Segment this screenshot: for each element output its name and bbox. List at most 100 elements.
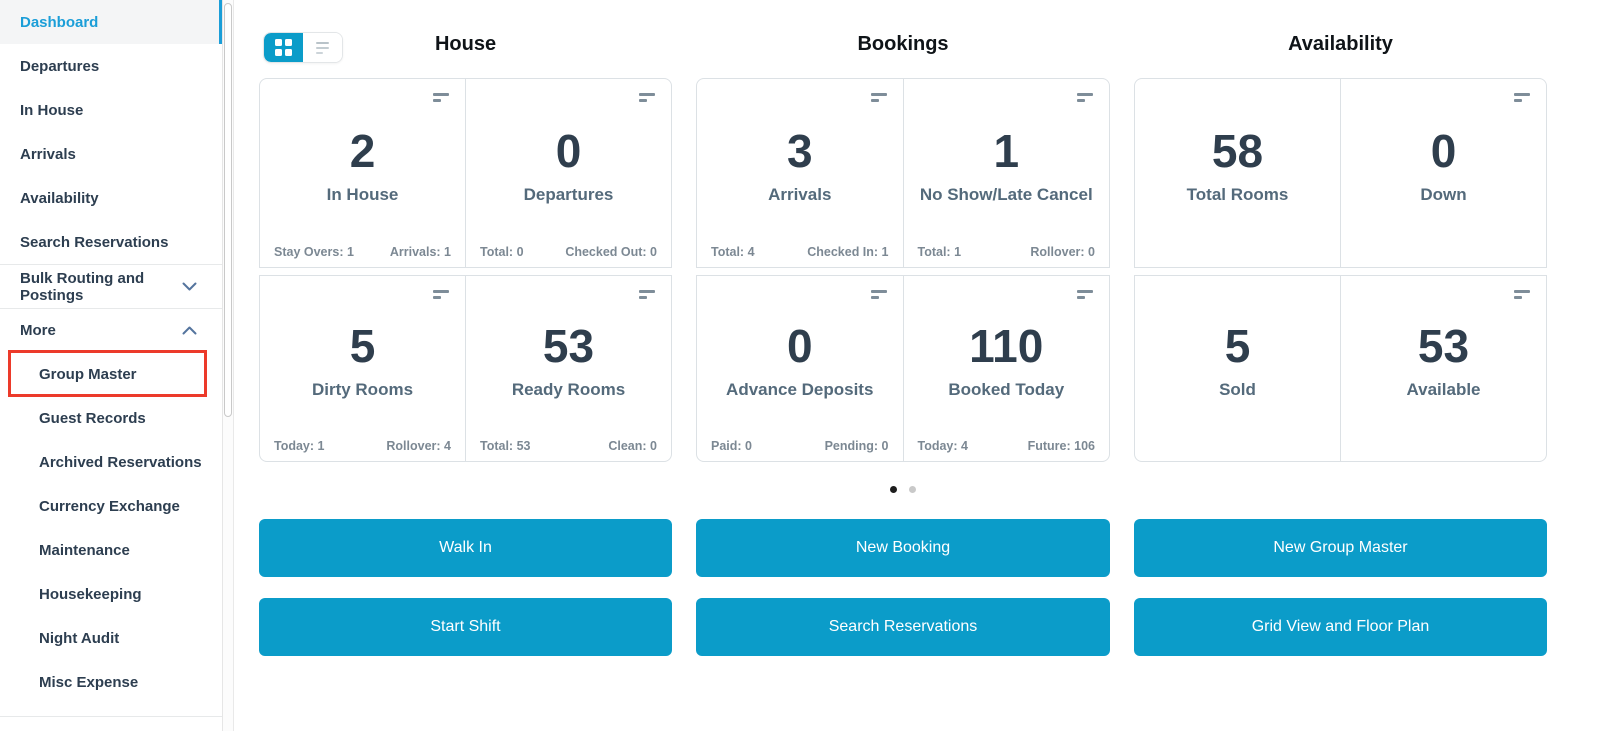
carousel-dot-2[interactable] (909, 486, 917, 494)
stat-label: Sold (1219, 380, 1256, 399)
stat-value: 5 (349, 320, 376, 372)
stat-card-booked-today[interactable]: 110 Booked Today Today: 4 Future: 106 (902, 276, 1110, 461)
menu-lines-icon[interactable] (433, 93, 449, 102)
menu-lines-icon[interactable] (639, 93, 655, 102)
carousel-dot-1[interactable] (889, 486, 897, 494)
section-title-bookings: Bookings (857, 33, 949, 55)
sidebar-item-maintenance[interactable]: Maintenance (0, 528, 223, 572)
search-reservations-button[interactable]: Search Reservations (696, 598, 1110, 656)
stat-footer-left: Total: 0 (480, 245, 524, 259)
start-shift-button[interactable]: Start Shift (259, 598, 672, 656)
sidebar-item-availability[interactable]: Availability (0, 176, 223, 220)
grid-view-icon (275, 39, 292, 56)
sidebar-item-search-reservations[interactable]: Search Reservations (0, 220, 223, 264)
scrollbar-thumb[interactable] (224, 3, 232, 417)
stat-value: 0 (555, 124, 582, 177)
sidebar-item-misc-expense[interactable]: Misc Expense (0, 660, 223, 704)
stat-value: 53 (542, 320, 595, 372)
menu-lines-icon[interactable] (1077, 290, 1093, 299)
stat-footer-right: Checked Out: 0 (565, 245, 657, 259)
menu-lines-icon[interactable] (870, 93, 887, 102)
stat-footer-right: Future: 106 (1027, 439, 1095, 453)
sidebar-item-night-audit[interactable]: Night Audit (0, 616, 223, 660)
sidebar-item-label: Currency Exchange (39, 497, 180, 515)
stat-value: 53 (1417, 320, 1470, 372)
new-group-master-button[interactable]: New Group Master (1134, 519, 1547, 577)
stat-footer-right: Clean: 0 (608, 439, 657, 453)
stat-card-in-house[interactable]: 2 In House Stay Overs: 1 Arrivals: 1 (260, 79, 465, 267)
sidebar-item-label: In House (20, 101, 84, 119)
menu-lines-icon[interactable] (1077, 93, 1093, 102)
sidebar-item-label: Night Audit (39, 629, 120, 647)
sidebar-item-bulk-routing-and-postings[interactable]: Bulk Routing and Postings (0, 264, 223, 308)
stat-value: 58 (1211, 124, 1264, 177)
sidebar-item-currency-exchange[interactable]: Currency Exchange (0, 484, 223, 528)
stat-card-arrivals[interactable]: 3 Arrivals Total: 4 Checked In: 1 (697, 79, 903, 267)
stat-card-total-rooms[interactable]: 58 Total Rooms (1135, 79, 1340, 267)
stat-card-available[interactable]: 53 Available (1340, 276, 1546, 461)
sidebar-item-departures[interactable]: Departures (0, 44, 223, 88)
sidebar-item-dashboard[interactable]: Dashboard (0, 0, 223, 44)
sidebar-item-arrivals[interactable]: Arrivals (0, 132, 223, 176)
menu-lines-icon[interactable] (870, 290, 887, 299)
sidebar-item-guest-records[interactable]: Guest Records (0, 396, 223, 440)
sidebar-item-label: Dashboard (20, 13, 99, 31)
chevron-down-icon (182, 282, 197, 291)
availability-row-2: 5 Sold 53 Available (1134, 275, 1547, 462)
sidebar-item-label: Departures (20, 57, 100, 75)
stat-label: Down (1420, 184, 1467, 204)
sidebar-item-label: Group Master (39, 365, 137, 383)
section-title-availability: Availability (1288, 33, 1393, 55)
stat-footer-left: Today: 1 (274, 439, 325, 453)
bookings-row-2: 0 Advance Deposits Paid: 0 Pending: 0 11… (696, 275, 1110, 462)
stat-value: 0 (786, 320, 813, 372)
menu-lines-icon[interactable] (433, 290, 449, 299)
sidebar-item-label: More (20, 322, 56, 339)
stat-footer-right: Arrivals: 1 (389, 245, 451, 259)
stat-label: No Show/Late Cancel (919, 184, 1093, 204)
sidebar-item-group-master[interactable]: Group Master (0, 352, 223, 396)
availability-row-1: 58 Total Rooms 0 Down (1134, 78, 1547, 268)
stat-footer-right: Pending: 0 (824, 439, 889, 453)
sidebar-item-archived-reservations[interactable]: Archived Reservations (0, 440, 223, 484)
stat-card-down[interactable]: 0 Down (1340, 79, 1546, 267)
sidebar-item-housekeeping[interactable]: Housekeeping (0, 572, 223, 616)
stat-footer-right: Rollover: 0 (1030, 245, 1095, 259)
view-toggle (263, 32, 343, 63)
list-view-button[interactable] (303, 33, 342, 62)
stat-value: 2 (349, 124, 376, 177)
stat-label: Arrivals (768, 184, 832, 204)
stat-footer-left: Paid: 0 (711, 439, 752, 453)
stat-card-departures[interactable]: 0 Departures Total: 0 Checked Out: 0 (465, 79, 671, 267)
sidebar-item-label: Search Reservations (20, 233, 169, 251)
section-bookings: 3 Arrivals Total: 4 Checked In: 1 1 No S… (696, 78, 1110, 462)
menu-lines-icon[interactable] (1514, 290, 1530, 299)
sidebar-item-more[interactable]: More (0, 308, 223, 352)
menu-lines-icon[interactable] (639, 290, 655, 299)
section-availability: 58 Total Rooms 0 Down 5 Sold (1134, 78, 1547, 462)
list-view-icon (316, 41, 329, 54)
new-booking-button[interactable]: New Booking (696, 519, 1110, 577)
stat-card-ready-rooms[interactable]: 53 Ready Rooms Total: 53 Clean: 0 (465, 276, 671, 461)
menu-lines-icon[interactable] (1514, 93, 1530, 102)
quick-action-buttons: Walk In New Booking New Group Master Sta… (259, 519, 1547, 656)
sidebar-item-label: Housekeeping (39, 585, 142, 603)
sidebar-item-label: Archived Reservations (39, 453, 202, 471)
stat-card-dirty-rooms[interactable]: 5 Dirty Rooms Today: 1 Rollover: 4 (260, 276, 465, 461)
stat-card-advance-deposits[interactable]: 0 Advance Deposits Paid: 0 Pending: 0 (697, 276, 903, 461)
stat-card-sold[interactable]: 5 Sold (1135, 276, 1340, 461)
walk-in-button[interactable]: Walk In (259, 519, 672, 577)
house-row-2: 5 Dirty Rooms Today: 1 Rollover: 4 53 Re… (259, 275, 672, 462)
stat-card-no-show-late-cancel[interactable]: 1 No Show/Late Cancel Total: 1 Rollover:… (902, 79, 1110, 267)
sidebar-item-in-house[interactable]: In House (0, 88, 223, 132)
stat-footer-right: Rollover: 4 (386, 439, 451, 453)
stat-footer-left: Total: 4 (711, 245, 755, 259)
section-house: 2 In House Stay Overs: 1 Arrivals: 1 0 D… (259, 78, 672, 462)
chevron-up-icon (182, 326, 197, 335)
grid-view-button[interactable] (264, 33, 303, 62)
grid-view-floor-plan-button[interactable]: Grid View and Floor Plan (1134, 598, 1547, 656)
stat-footer-left: Stay Overs: 1 (274, 245, 354, 259)
sidebar-item-label: Bulk Routing and Postings (20, 269, 145, 304)
sidebar-scrollbar[interactable] (222, 0, 234, 731)
stat-label: Dirty Rooms (311, 380, 414, 399)
